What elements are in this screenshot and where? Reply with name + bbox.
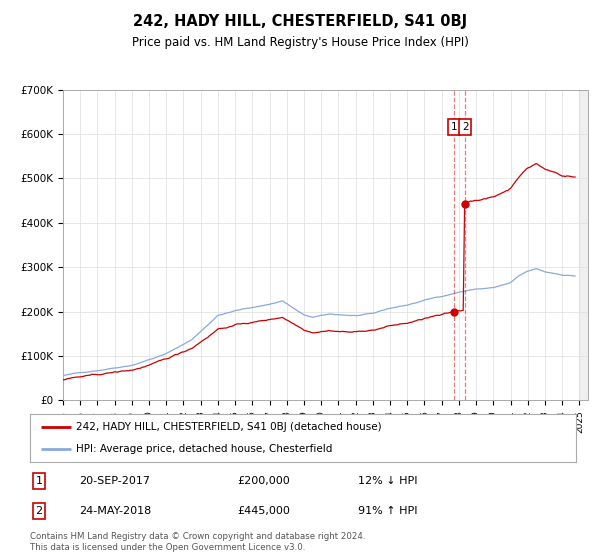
Text: 12% ↓ HPI: 12% ↓ HPI (358, 476, 417, 486)
Text: 2: 2 (35, 506, 43, 516)
Text: Price paid vs. HM Land Registry's House Price Index (HPI): Price paid vs. HM Land Registry's House … (131, 36, 469, 49)
Text: 24-MAY-2018: 24-MAY-2018 (79, 506, 151, 516)
Text: 20-SEP-2017: 20-SEP-2017 (79, 476, 150, 486)
Text: 242, HADY HILL, CHESTERFIELD, S41 0BJ (detached house): 242, HADY HILL, CHESTERFIELD, S41 0BJ (d… (76, 422, 382, 432)
Text: 1: 1 (35, 476, 43, 486)
Text: 91% ↑ HPI: 91% ↑ HPI (358, 506, 417, 516)
Text: HPI: Average price, detached house, Chesterfield: HPI: Average price, detached house, Ches… (76, 444, 333, 454)
Text: £445,000: £445,000 (238, 506, 290, 516)
Text: £200,000: £200,000 (238, 476, 290, 486)
Text: Contains HM Land Registry data © Crown copyright and database right 2024.
This d: Contains HM Land Registry data © Crown c… (30, 532, 365, 552)
Text: 1: 1 (451, 122, 457, 132)
Text: 242, HADY HILL, CHESTERFIELD, S41 0BJ: 242, HADY HILL, CHESTERFIELD, S41 0BJ (133, 14, 467, 29)
Text: 2: 2 (462, 122, 469, 132)
